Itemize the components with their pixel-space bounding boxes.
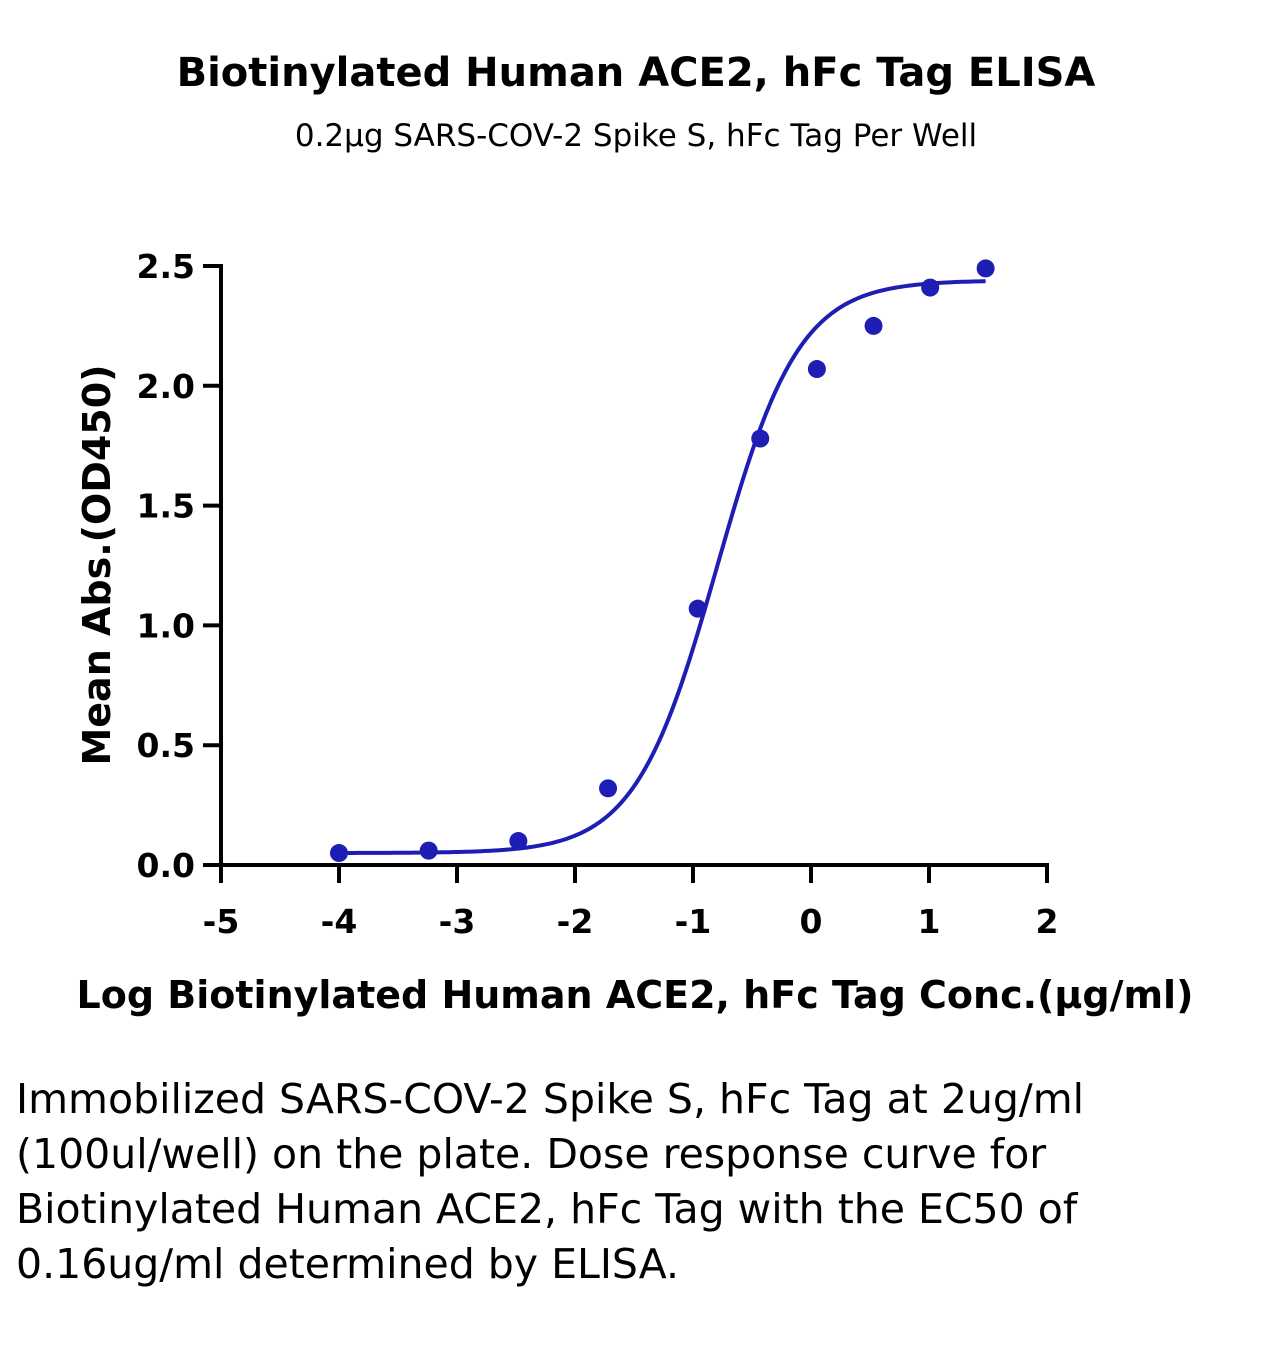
tick-group: -5 -4 -3 -2 -1 0 1 2 0.0 0.5 1.0 1.5 2.0 2.5 xyxy=(137,247,1059,941)
data-point xyxy=(688,599,707,618)
y-tick-label: 1.0 xyxy=(137,606,195,645)
elisa-chart: -5 -4 -3 -2 -1 0 1 2 0.0 0.5 1.0 1.5 2.0 2.5 Log Biot… xyxy=(75,247,1194,1017)
axes xyxy=(219,264,1049,867)
y-axis-label: Mean Abs.(OD450) xyxy=(75,364,119,765)
x-tick-label: -3 xyxy=(439,902,476,941)
data-point xyxy=(599,779,618,798)
x-tick-label: -4 xyxy=(321,902,358,941)
data-point xyxy=(751,429,770,448)
y-tick-label: 1.5 xyxy=(137,487,195,526)
x-tick-label: 0 xyxy=(800,902,823,941)
data-point xyxy=(864,316,883,335)
data-point xyxy=(921,278,940,297)
y-tick-label: 0.5 xyxy=(137,726,195,765)
chart-subtitle: 0.2μg SARS-COV-2 Spike S, hFc Tag Per We… xyxy=(294,118,978,154)
chart-title: Biotinylated Human ACE2, hFc Tag ELISA xyxy=(176,50,1096,96)
x-axis-label: Log Biotinylated Human ACE2, hFc Tag Con… xyxy=(77,973,1194,1017)
figure-caption: Immobilized SARS-COV-2 Spike S, hFc Tag … xyxy=(16,1075,1085,1288)
y-tick-label: 0.0 xyxy=(137,846,195,885)
x-tick-label: -1 xyxy=(675,902,712,941)
data-point xyxy=(807,360,826,379)
data-point xyxy=(330,844,348,863)
data-point xyxy=(419,841,438,860)
x-tick-label: -5 xyxy=(203,902,240,941)
fit-curve xyxy=(339,279,986,855)
data-point xyxy=(976,259,995,278)
data-points xyxy=(330,259,995,863)
x-tick-label: 1 xyxy=(918,902,941,941)
data-point xyxy=(509,832,528,851)
y-tick-label: 2.0 xyxy=(137,367,195,406)
y-tick-label: 2.5 xyxy=(137,247,195,286)
x-tick-label: -2 xyxy=(557,902,594,941)
x-tick-label: 2 xyxy=(1036,902,1059,941)
